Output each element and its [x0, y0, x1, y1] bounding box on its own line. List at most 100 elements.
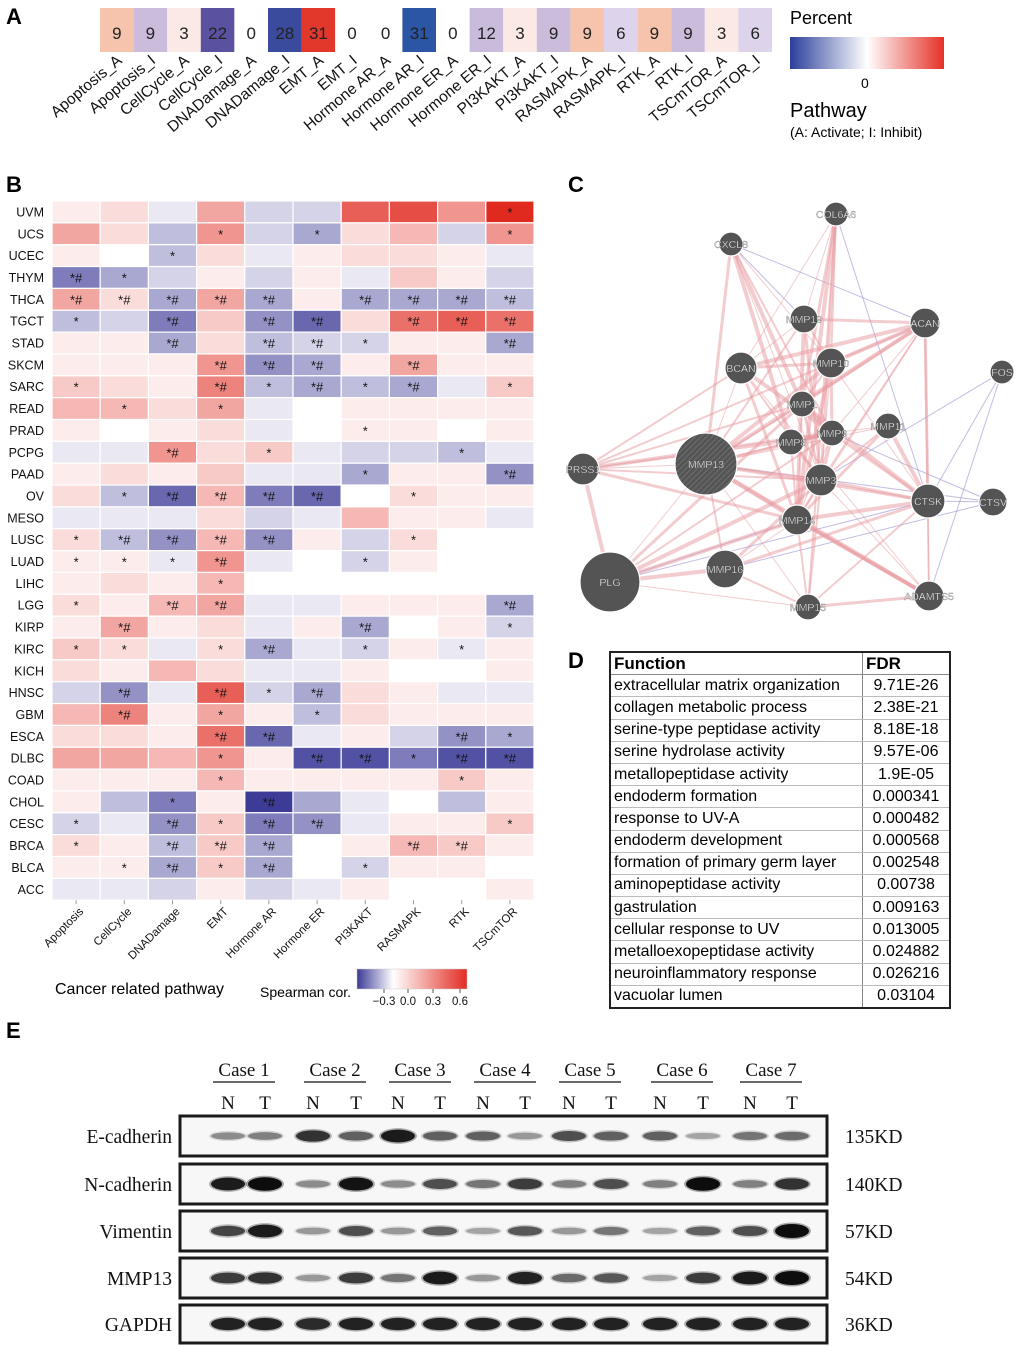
correlation-cell — [485, 681, 535, 705]
gene-label: BCAN — [726, 363, 755, 375]
significance-mark: * — [363, 642, 368, 657]
significance-mark: * — [122, 402, 127, 417]
lane-label: T — [697, 1093, 709, 1114]
network-edge — [609, 500, 929, 583]
blot-band — [594, 1131, 628, 1141]
correlation-cell — [292, 440, 342, 464]
significance-mark: *# — [359, 620, 372, 635]
correlation-cell — [388, 855, 439, 879]
case-label: Case 1 — [218, 1060, 269, 1081]
significance-mark: *# — [215, 533, 228, 548]
correlation-cell — [292, 834, 342, 858]
blot-band — [381, 1180, 415, 1188]
significance-mark: * — [315, 707, 320, 722]
blot-band — [423, 1179, 457, 1189]
significance-mark: * — [218, 642, 223, 657]
network-edge — [740, 321, 926, 370]
correlation-cell — [51, 397, 101, 421]
percent-value: 6 — [616, 24, 625, 43]
blot-band — [423, 1317, 457, 1331]
percent-cell — [738, 8, 772, 52]
fdr-cell: 0.000568 — [862, 830, 950, 853]
correlation-cell — [437, 462, 487, 486]
correlation-cell — [196, 244, 246, 268]
blot-band — [296, 1130, 330, 1142]
table-row: neuroinflammatory response 0.026216 — [610, 963, 950, 986]
blot-band-halo — [379, 1272, 417, 1284]
correlation-cell — [437, 790, 487, 814]
network-edge — [609, 478, 822, 584]
go-enrichment-table: Function FDR extracellular matrix organi… — [609, 651, 951, 1009]
correlation-cell — [196, 790, 246, 814]
correlation-cell — [437, 812, 487, 836]
table-row: gastrulation 0.009163 — [610, 896, 950, 920]
blot-band — [296, 1318, 330, 1330]
significance-mark: * — [459, 445, 464, 460]
correlation-cell — [340, 506, 391, 530]
correlation-cell — [99, 746, 149, 770]
function-cell: serine hydrolase activity — [610, 741, 863, 764]
significance-mark: * — [218, 227, 223, 242]
significance-mark: *# — [166, 292, 179, 307]
fdr-cell: 0.000341 — [862, 785, 950, 809]
correlation-cell — [147, 571, 198, 595]
correlation-cell — [51, 244, 101, 268]
panel-b-legend-title: Spearman cor. — [260, 984, 352, 1000]
correlation-cell — [51, 746, 101, 770]
gene-node — [909, 307, 941, 339]
correlation-cell — [99, 462, 149, 486]
correlation-cell — [388, 506, 439, 530]
significance-mark: *# — [407, 292, 420, 307]
table-row: extracellular matrix organization 9.71E-2… — [610, 674, 950, 698]
blot-band — [508, 1271, 542, 1285]
correlation-cell — [147, 418, 198, 442]
table-header-row: Function FDR — [610, 652, 950, 676]
blot-band — [686, 1317, 720, 1331]
fdr-cell: 1.9E-05 — [862, 763, 950, 787]
network-edge — [807, 500, 929, 608]
significance-mark: * — [218, 817, 223, 832]
correlation-cell — [99, 331, 149, 355]
cancer-type-label: OV — [26, 489, 45, 503]
pathway-axis-label: CellCycle — [92, 906, 135, 949]
network-edge — [796, 518, 930, 598]
correlation-cell — [196, 877, 246, 901]
pathway-axis-label: Hormone ER — [272, 906, 327, 961]
function-cell: extracellular matrix organization — [610, 674, 863, 698]
percent-cell — [536, 8, 571, 52]
percent-cell — [469, 8, 504, 52]
significance-mark: *# — [263, 729, 276, 744]
correlation-cell — [99, 418, 149, 442]
cancer-type-label: LGG — [18, 599, 44, 613]
blot-band — [381, 1129, 415, 1143]
correlation-cell — [340, 309, 391, 333]
blot-band — [594, 1226, 628, 1236]
significance-mark: * — [74, 817, 79, 832]
blot-band-halo — [379, 1178, 417, 1190]
correlation-cell — [485, 877, 535, 901]
correlation-cell — [244, 746, 294, 770]
correlation-cell — [388, 724, 439, 748]
blot-band — [381, 1273, 415, 1283]
percent-cell — [335, 8, 369, 52]
function-cell: endoderm development — [610, 830, 863, 853]
significance-mark: * — [507, 817, 512, 832]
function-cell: neuroinflammatory response — [610, 963, 863, 986]
panel-label-a: A — [6, 4, 22, 29]
correlation-cell — [147, 637, 198, 661]
network-edge — [803, 213, 837, 320]
significance-mark: *# — [263, 860, 276, 875]
network-edge — [820, 478, 929, 503]
blot-band — [211, 1225, 245, 1237]
blot-band — [775, 1317, 809, 1331]
network-edge — [801, 321, 926, 406]
correlation-cell — [292, 418, 342, 442]
significance-mark: * — [459, 773, 464, 788]
gene-node — [718, 231, 744, 257]
protein-label: GAPDH — [105, 1315, 172, 1336]
blot-band — [775, 1271, 809, 1285]
gene-label: ACAN — [910, 318, 939, 330]
correlation-cell — [340, 681, 391, 705]
percent-value: 9 — [683, 24, 692, 43]
cancer-type-label: BLCA — [11, 861, 44, 875]
